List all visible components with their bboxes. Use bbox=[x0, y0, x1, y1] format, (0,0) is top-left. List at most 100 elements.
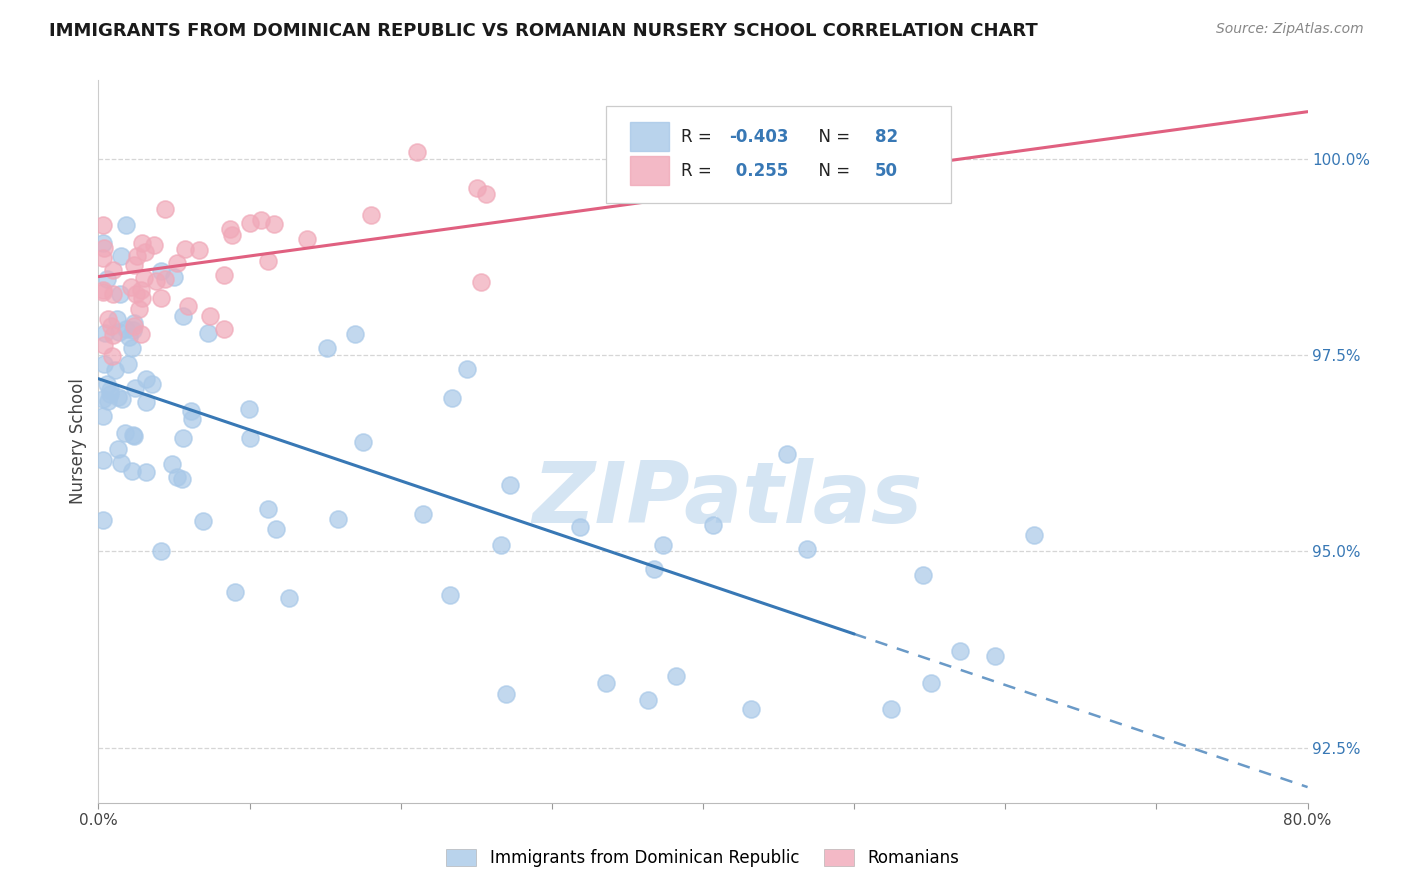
Point bbox=[813, 158, 835, 172]
Point bbox=[880, 701, 903, 715]
Point bbox=[131, 291, 153, 305]
Point bbox=[187, 243, 209, 257]
Point bbox=[921, 676, 943, 690]
Point bbox=[100, 319, 122, 334]
Point bbox=[134, 372, 156, 386]
Point bbox=[114, 218, 136, 232]
Point bbox=[149, 543, 172, 558]
Point bbox=[918, 153, 941, 168]
Point bbox=[122, 258, 145, 272]
Point bbox=[257, 502, 280, 516]
Point bbox=[91, 285, 114, 299]
Point bbox=[143, 238, 166, 252]
Point bbox=[238, 401, 260, 416]
Point bbox=[456, 362, 478, 376]
Point bbox=[406, 145, 429, 160]
Point bbox=[101, 263, 124, 277]
Point bbox=[91, 409, 114, 423]
Text: N =: N = bbox=[808, 128, 856, 145]
Point bbox=[97, 393, 120, 408]
Point bbox=[652, 538, 675, 552]
Point bbox=[439, 588, 461, 602]
Point bbox=[93, 337, 115, 351]
Point bbox=[162, 457, 184, 471]
Point bbox=[224, 585, 246, 599]
Point bbox=[153, 202, 176, 217]
Point bbox=[166, 255, 188, 269]
Point bbox=[115, 322, 138, 336]
Point bbox=[110, 456, 132, 470]
Point bbox=[117, 357, 139, 371]
Point bbox=[191, 514, 214, 528]
Point bbox=[263, 217, 285, 231]
Point bbox=[219, 222, 242, 236]
Point bbox=[125, 286, 148, 301]
Point bbox=[96, 377, 118, 392]
Point bbox=[135, 465, 157, 479]
Point bbox=[93, 357, 115, 371]
Point bbox=[702, 518, 724, 533]
Text: 82: 82 bbox=[875, 128, 898, 145]
Point bbox=[128, 302, 150, 317]
Point bbox=[91, 513, 114, 527]
Point bbox=[97, 312, 120, 326]
Point bbox=[181, 411, 204, 425]
Point bbox=[91, 218, 114, 232]
Point bbox=[108, 287, 131, 301]
Point bbox=[153, 272, 176, 286]
Point bbox=[110, 249, 132, 263]
Point bbox=[149, 264, 172, 278]
Point bbox=[470, 275, 492, 289]
Point bbox=[145, 274, 167, 288]
Point bbox=[91, 453, 114, 467]
Point bbox=[352, 434, 374, 449]
Point bbox=[101, 287, 124, 301]
Point bbox=[121, 341, 143, 355]
Text: ZIPatlas: ZIPatlas bbox=[531, 458, 922, 541]
Point bbox=[776, 447, 799, 461]
FancyBboxPatch shape bbox=[606, 105, 950, 203]
Point bbox=[239, 216, 262, 230]
Point bbox=[474, 187, 496, 202]
Point bbox=[198, 310, 221, 324]
Point bbox=[121, 464, 143, 478]
Point bbox=[984, 648, 1007, 663]
Point bbox=[101, 349, 124, 363]
Text: 0.255: 0.255 bbox=[730, 161, 787, 179]
Point bbox=[98, 387, 121, 401]
Point bbox=[114, 425, 136, 440]
Point bbox=[101, 328, 124, 343]
Text: R =: R = bbox=[682, 128, 717, 145]
Point bbox=[174, 242, 197, 256]
Point bbox=[266, 522, 288, 536]
Text: Source: ZipAtlas.com: Source: ZipAtlas.com bbox=[1216, 22, 1364, 37]
Point bbox=[740, 701, 762, 715]
Point bbox=[595, 675, 617, 690]
Point bbox=[124, 381, 146, 395]
Point bbox=[177, 299, 200, 313]
Point bbox=[91, 283, 114, 297]
Point bbox=[495, 687, 517, 701]
Text: -0.403: -0.403 bbox=[730, 128, 789, 145]
Bar bbox=[630, 156, 669, 185]
Y-axis label: Nursery School: Nursery School bbox=[69, 378, 87, 505]
Point bbox=[326, 512, 349, 526]
Text: IMMIGRANTS FROM DOMINICAN REPUBLIC VS ROMANIAN NURSERY SCHOOL CORRELATION CHART: IMMIGRANTS FROM DOMINICAN REPUBLIC VS RO… bbox=[49, 22, 1038, 40]
Point bbox=[122, 429, 145, 443]
Point bbox=[104, 363, 127, 377]
Point bbox=[197, 326, 219, 340]
Point bbox=[499, 478, 522, 492]
Legend: Immigrants from Dominican Republic, Romanians: Immigrants from Dominican Republic, Roma… bbox=[440, 842, 966, 874]
Text: R =: R = bbox=[682, 161, 717, 179]
Point bbox=[118, 330, 141, 344]
Point bbox=[166, 470, 188, 484]
Point bbox=[98, 383, 121, 397]
Point bbox=[122, 317, 145, 331]
Point bbox=[134, 271, 156, 285]
Point bbox=[637, 693, 659, 707]
Point bbox=[221, 228, 243, 243]
Point bbox=[360, 208, 382, 222]
Point bbox=[412, 507, 434, 521]
Point bbox=[107, 390, 129, 404]
Point bbox=[212, 268, 235, 282]
